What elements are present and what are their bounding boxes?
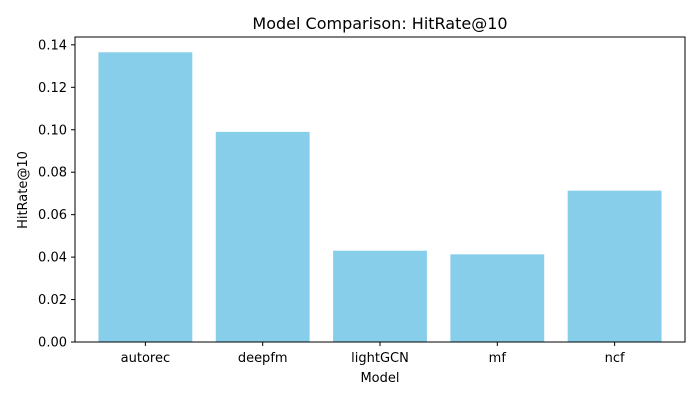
- bars-group: [98, 52, 662, 343]
- y-tick-label: 0.02: [38, 293, 67, 308]
- bar-lightGCN: [333, 250, 427, 342]
- bar-deepfm: [215, 131, 310, 342]
- chart-title: Model Comparison: HitRate@10: [252, 14, 507, 33]
- x-tick-label-deepfm: deepfm: [238, 351, 288, 366]
- y-tick-label: 0.12: [38, 81, 67, 96]
- y-axis-ticks: 0.00 0.02 0.04 0.06 0.08 0.10 0.12 0.14: [38, 38, 75, 351]
- y-tick-label: 0.08: [38, 166, 67, 181]
- y-axis-title: HitRate@10: [16, 151, 31, 229]
- y-tick-label: 0.06: [38, 208, 67, 223]
- bar-ncf: [567, 190, 662, 342]
- bar-mf: [450, 254, 545, 342]
- bar-autorec: [98, 52, 193, 343]
- x-axis-title: Model: [360, 371, 399, 386]
- y-tick-label: 0.14: [38, 38, 67, 53]
- y-tick-label: 0.00: [38, 336, 67, 351]
- y-tick-label: 0.04: [38, 251, 67, 266]
- x-tick-label-lightGCN: lightGCN: [351, 351, 409, 366]
- x-tick-label-autorec: autorec: [121, 351, 170, 366]
- y-tick-label: 0.10: [38, 123, 67, 138]
- x-axis-ticks: autorec deepfm lightGCN mf ncf: [121, 342, 625, 366]
- plot-frame: [74, 36, 686, 343]
- x-tick-label-ncf: ncf: [605, 351, 625, 366]
- x-tick-label-mf: mf: [489, 351, 507, 366]
